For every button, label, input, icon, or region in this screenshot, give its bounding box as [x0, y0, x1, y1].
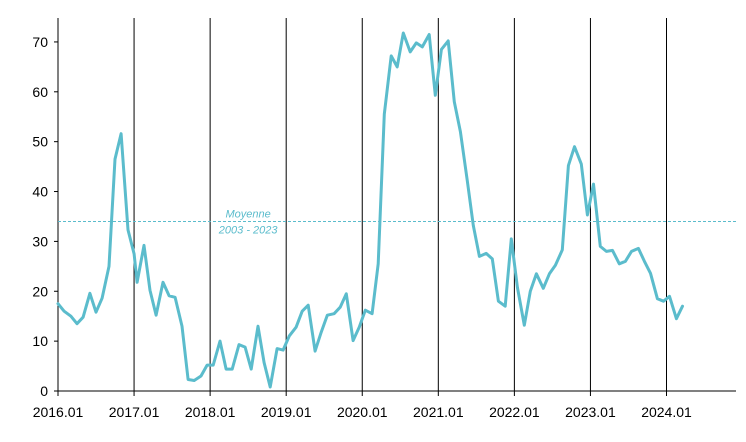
series-line	[56, 31, 684, 389]
y-ticks: 0 10 20 30 40 50 60 70	[32, 34, 58, 399]
x-tick-label: 2017.01	[109, 404, 160, 420]
y-tick-label: 50	[32, 134, 48, 150]
x-tick-label: 2023.01	[565, 404, 616, 420]
y-tick-label: 10	[32, 333, 48, 349]
x-tick-label: 2021.01	[413, 404, 464, 420]
x-tick-label: 2020.01	[337, 404, 388, 420]
x-tick-label: 2019.01	[261, 404, 312, 420]
reference-label-line1: Moyenne	[226, 208, 271, 220]
x-ticks: 2016.01 2017.01 2018.01 2019.01 2020.01 2021.…	[33, 391, 692, 420]
y-tick-label: 60	[32, 84, 48, 100]
x-tick-label: 2018.01	[185, 404, 236, 420]
x-tick-label: 2024.01	[641, 404, 692, 420]
y-tick-label: 0	[40, 383, 48, 399]
x-tick-label: 2016.01	[33, 404, 84, 420]
y-tick-label: 40	[32, 184, 48, 200]
y-tick-label: 30	[32, 233, 48, 249]
reference-label-line2: 2003 - 2023	[218, 224, 279, 236]
y-tick-label: 20	[32, 283, 48, 299]
x-tick-label: 2022.01	[489, 404, 540, 420]
y-tick-label: 70	[32, 34, 48, 50]
